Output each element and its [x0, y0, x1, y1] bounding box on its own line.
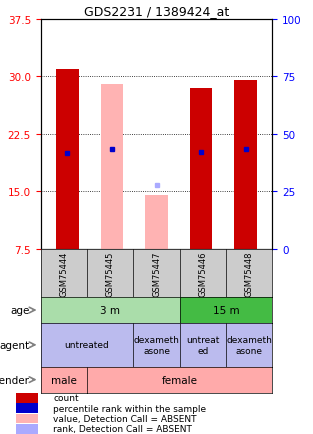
Text: 15 m: 15 m — [213, 306, 239, 315]
Text: value, Detection Call = ABSENT: value, Detection Call = ABSENT — [53, 414, 197, 423]
Text: GSM75444: GSM75444 — [59, 251, 68, 296]
FancyBboxPatch shape — [16, 393, 38, 403]
Text: male: male — [51, 375, 77, 385]
Bar — [234, 81, 257, 250]
FancyBboxPatch shape — [16, 424, 38, 434]
Title: GDS2231 / 1389424_at: GDS2231 / 1389424_at — [84, 5, 229, 18]
Text: 3 m: 3 m — [100, 306, 120, 315]
Text: percentile rank within the sample: percentile rank within the sample — [53, 404, 206, 413]
Text: female: female — [162, 375, 198, 385]
Text: count: count — [53, 394, 79, 402]
Text: GSM75447: GSM75447 — [152, 251, 161, 296]
Text: dexameth
asone: dexameth asone — [134, 335, 179, 355]
Text: GSM75445: GSM75445 — [106, 251, 115, 296]
Text: dexameth
asone: dexameth asone — [226, 335, 272, 355]
Bar — [101, 85, 123, 250]
Text: untreat
ed: untreat ed — [186, 335, 219, 355]
Text: GSM75446: GSM75446 — [198, 251, 207, 296]
Text: age: age — [10, 306, 29, 315]
Text: agent: agent — [0, 340, 29, 350]
Bar — [190, 89, 212, 250]
FancyBboxPatch shape — [16, 403, 38, 413]
Text: untreated: untreated — [65, 341, 109, 349]
FancyBboxPatch shape — [16, 414, 38, 424]
Text: gender: gender — [0, 375, 29, 385]
Text: GSM75448: GSM75448 — [245, 251, 254, 296]
Bar — [56, 69, 79, 250]
Bar — [145, 196, 168, 250]
Text: rank, Detection Call = ABSENT: rank, Detection Call = ABSENT — [53, 424, 192, 433]
